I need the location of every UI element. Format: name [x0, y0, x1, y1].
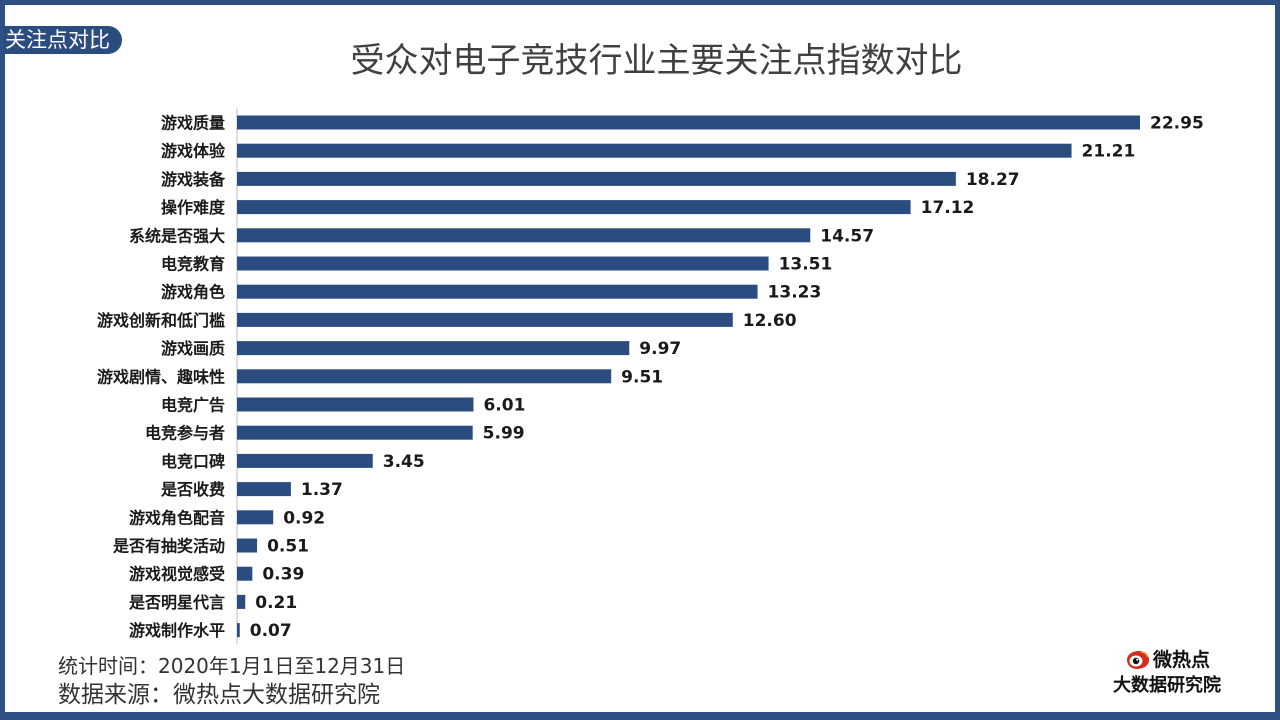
value-label: 0.92 — [283, 508, 325, 528]
value-label: 22.95 — [1150, 114, 1204, 134]
value-label: 0.51 — [267, 537, 309, 557]
brand-block: 微热点 大数据研究院 — [1097, 648, 1237, 698]
value-label: 12.60 — [743, 311, 797, 331]
value-label: 9.97 — [639, 339, 681, 359]
bar — [237, 284, 758, 299]
category-label: 游戏制作水平 — [129, 621, 225, 640]
value-label: 0.39 — [262, 565, 304, 585]
bar — [237, 538, 258, 553]
bar — [237, 171, 956, 186]
bar — [237, 623, 240, 638]
value-label: 3.45 — [383, 452, 425, 472]
corner-tag: 关注点对比 — [3, 26, 122, 54]
bar — [237, 482, 291, 497]
category-label: 系统是否强大 — [129, 226, 225, 245]
value-label: 17.12 — [921, 198, 975, 218]
category-label: 是否收费 — [160, 480, 225, 499]
category-label: 游戏视觉感受 — [129, 565, 225, 584]
bar — [237, 341, 630, 356]
bar — [237, 566, 253, 581]
bar — [237, 312, 733, 327]
value-label: 13.51 — [779, 255, 833, 275]
footer-source: 数据来源：微热点大数据研究院 — [58, 682, 380, 708]
bar — [237, 369, 612, 384]
category-label: 电竞参与者 — [145, 424, 225, 443]
value-label: 6.01 — [483, 396, 525, 416]
value-label: 5.99 — [483, 424, 525, 444]
bar — [237, 200, 911, 215]
value-label: 0.21 — [255, 593, 297, 613]
category-label: 游戏画质 — [161, 339, 225, 358]
bar — [237, 397, 474, 412]
weibo-eye-icon — [1126, 651, 1149, 669]
category-label: 是否有抽奖活动 — [112, 537, 225, 556]
category-label: 游戏质量 — [161, 114, 225, 133]
value-label: 13.23 — [768, 283, 822, 303]
brand-name: 微热点 — [1152, 649, 1210, 671]
bar — [237, 256, 769, 271]
chart-title: 受众对电子竞技行业主要关注点指数对比 — [350, 41, 963, 81]
bar — [237, 115, 1140, 130]
category-label: 是否明星代言 — [128, 593, 225, 612]
bar — [237, 594, 246, 609]
value-label: 1.37 — [301, 480, 343, 500]
bar — [237, 143, 1072, 158]
bar — [237, 453, 373, 468]
category-label: 游戏体验 — [161, 142, 226, 161]
category-label: 游戏角色配音 — [129, 508, 225, 527]
value-label: 14.57 — [820, 226, 874, 246]
bar — [237, 425, 473, 440]
bar — [237, 510, 274, 525]
category-label: 电竞教育 — [161, 255, 225, 274]
value-label: 21.21 — [1082, 142, 1136, 162]
category-label: 游戏创新和低门槛 — [97, 311, 225, 330]
value-label: 0.07 — [250, 621, 292, 641]
category-label: 电竞广告 — [161, 396, 225, 415]
brand-subtitle: 大数据研究院 — [1113, 675, 1221, 696]
footer-period: 统计时间：2020年1月1日至12月31日 — [58, 654, 406, 678]
category-label: 游戏剧情、趣味性 — [97, 367, 225, 386]
value-label: 18.27 — [966, 170, 1020, 190]
category-label: 电竞口碑 — [161, 452, 225, 471]
bar — [237, 228, 811, 243]
value-label: 9.51 — [621, 367, 663, 387]
category-label: 游戏角色 — [161, 283, 225, 302]
category-label: 操作难度 — [161, 198, 226, 217]
category-label: 游戏装备 — [161, 170, 226, 189]
